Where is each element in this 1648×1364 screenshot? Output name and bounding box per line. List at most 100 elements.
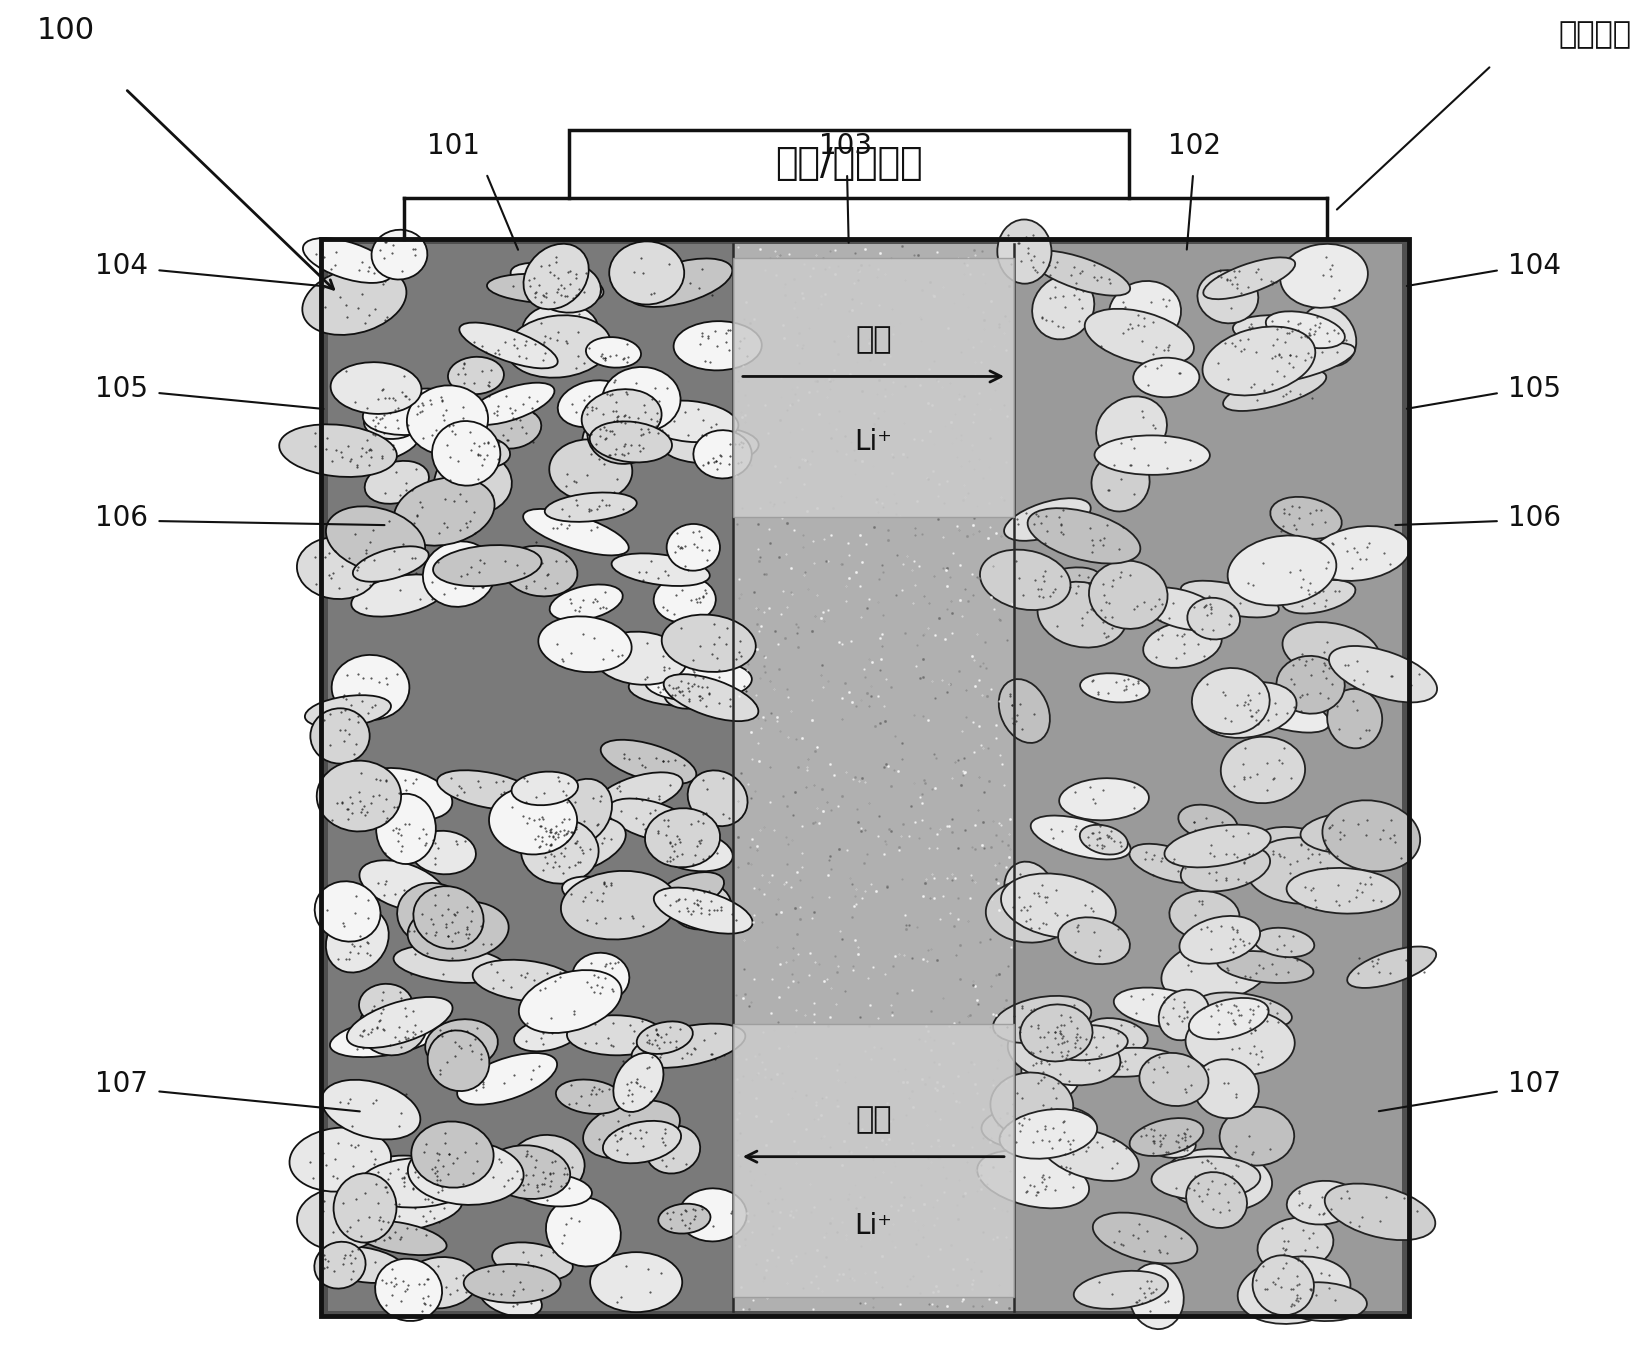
Ellipse shape: [1280, 244, 1368, 308]
Ellipse shape: [550, 585, 623, 621]
Ellipse shape: [1162, 937, 1272, 1003]
Ellipse shape: [376, 1259, 442, 1320]
Ellipse shape: [1188, 998, 1269, 1039]
Ellipse shape: [1254, 928, 1315, 958]
Ellipse shape: [977, 1150, 1089, 1209]
Ellipse shape: [486, 274, 602, 303]
Ellipse shape: [1020, 1013, 1089, 1069]
Ellipse shape: [351, 1155, 455, 1211]
Ellipse shape: [522, 304, 598, 355]
Ellipse shape: [1238, 1256, 1350, 1324]
Ellipse shape: [1129, 844, 1208, 883]
Ellipse shape: [412, 831, 476, 874]
Ellipse shape: [1300, 812, 1414, 854]
Ellipse shape: [1282, 622, 1379, 679]
Ellipse shape: [290, 1128, 391, 1192]
Text: 放电: 放电: [855, 325, 892, 355]
Text: 106: 106: [1508, 505, 1561, 532]
Ellipse shape: [1096, 397, 1167, 461]
Ellipse shape: [664, 674, 758, 722]
Ellipse shape: [1084, 308, 1193, 366]
Ellipse shape: [517, 809, 578, 844]
Ellipse shape: [302, 267, 407, 336]
Ellipse shape: [402, 1258, 478, 1308]
Ellipse shape: [326, 907, 389, 973]
Ellipse shape: [359, 983, 412, 1026]
Ellipse shape: [437, 771, 539, 810]
Ellipse shape: [460, 322, 557, 368]
Ellipse shape: [397, 883, 470, 945]
Ellipse shape: [331, 363, 422, 413]
Bar: [328, 244, 733, 1311]
Ellipse shape: [1030, 251, 1131, 296]
Text: Li⁺: Li⁺: [855, 1213, 892, 1240]
Ellipse shape: [353, 547, 428, 581]
Ellipse shape: [1282, 580, 1355, 614]
Ellipse shape: [628, 259, 732, 307]
Ellipse shape: [603, 367, 681, 432]
Ellipse shape: [671, 883, 732, 929]
Ellipse shape: [1020, 1004, 1093, 1061]
Ellipse shape: [641, 401, 738, 442]
Ellipse shape: [1004, 498, 1091, 540]
Ellipse shape: [316, 761, 400, 832]
Ellipse shape: [1257, 1218, 1333, 1273]
Ellipse shape: [1159, 990, 1210, 1041]
Ellipse shape: [1025, 567, 1101, 604]
Ellipse shape: [1139, 588, 1223, 630]
Ellipse shape: [473, 960, 578, 1001]
Text: 104: 104: [96, 252, 148, 280]
Text: 负载/电压电源: 负载/电压电源: [775, 146, 923, 181]
Ellipse shape: [557, 381, 628, 427]
Ellipse shape: [560, 870, 677, 940]
Ellipse shape: [318, 432, 419, 471]
Ellipse shape: [636, 1022, 692, 1054]
Ellipse shape: [674, 321, 761, 371]
Ellipse shape: [1221, 737, 1305, 803]
Ellipse shape: [303, 239, 392, 282]
Ellipse shape: [1233, 315, 1330, 348]
Ellipse shape: [981, 550, 1071, 610]
Ellipse shape: [315, 1241, 366, 1289]
Text: 107: 107: [96, 1071, 148, 1098]
Ellipse shape: [425, 1019, 498, 1069]
Ellipse shape: [1180, 581, 1279, 618]
Ellipse shape: [1252, 1255, 1313, 1315]
Ellipse shape: [1327, 689, 1383, 749]
Ellipse shape: [485, 409, 541, 449]
Ellipse shape: [1000, 873, 1116, 938]
Ellipse shape: [1241, 342, 1355, 385]
Ellipse shape: [567, 1015, 664, 1056]
Ellipse shape: [333, 1173, 397, 1243]
Ellipse shape: [321, 1080, 420, 1139]
Ellipse shape: [1276, 1282, 1366, 1322]
Ellipse shape: [364, 461, 428, 503]
Ellipse shape: [376, 1269, 422, 1304]
Ellipse shape: [511, 772, 578, 805]
Ellipse shape: [297, 1188, 386, 1251]
Ellipse shape: [662, 427, 758, 464]
Bar: [733, 258, 1014, 517]
Ellipse shape: [351, 574, 447, 617]
Ellipse shape: [1074, 1271, 1168, 1309]
Ellipse shape: [363, 389, 470, 435]
Ellipse shape: [521, 818, 598, 884]
Ellipse shape: [549, 439, 633, 501]
Ellipse shape: [509, 1135, 585, 1196]
Ellipse shape: [359, 1158, 475, 1207]
Ellipse shape: [1187, 1172, 1248, 1228]
Ellipse shape: [522, 509, 630, 555]
Ellipse shape: [595, 772, 682, 814]
Ellipse shape: [1030, 816, 1131, 859]
Ellipse shape: [1079, 825, 1127, 854]
Ellipse shape: [534, 822, 588, 850]
Ellipse shape: [1277, 656, 1345, 713]
Ellipse shape: [433, 546, 542, 587]
Ellipse shape: [1007, 1023, 1121, 1086]
Text: 102: 102: [1168, 131, 1221, 160]
Ellipse shape: [644, 660, 751, 701]
Ellipse shape: [600, 739, 697, 784]
Ellipse shape: [1310, 527, 1411, 581]
Ellipse shape: [1028, 509, 1140, 563]
Ellipse shape: [679, 1188, 747, 1241]
